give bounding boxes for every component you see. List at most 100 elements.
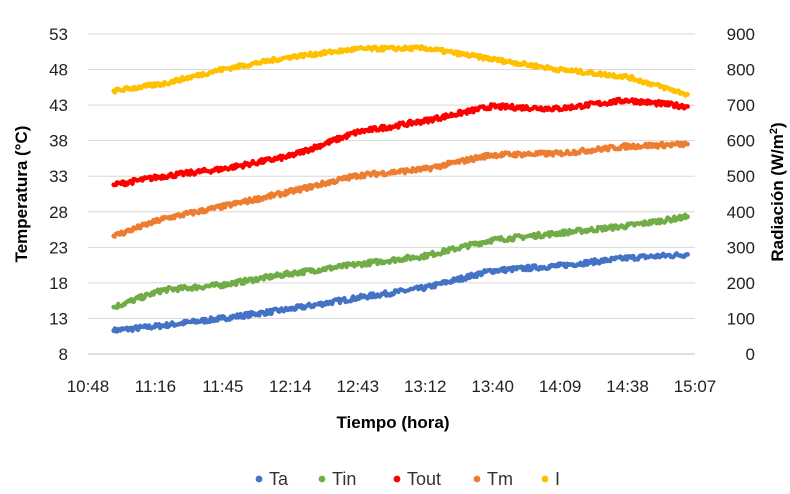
y-tick-label: 43 (49, 96, 68, 115)
data-point (556, 263, 562, 269)
legend-label: I (555, 469, 560, 489)
data-point (354, 262, 360, 267)
y-tick-label: 48 (49, 61, 68, 80)
x-tick-label: 10:48 (67, 377, 110, 396)
data-point (219, 316, 224, 321)
y-tick-label: 18 (49, 274, 68, 293)
x-tick-label: 11:16 (135, 377, 176, 396)
data-point (556, 106, 562, 112)
x-tick-label: 12:14 (269, 377, 312, 396)
legend-item-ta: Ta (255, 469, 289, 489)
legend-label: Tm (487, 469, 513, 489)
y2-axis-title: Radiación (W/m2) (768, 122, 787, 261)
data-point (160, 287, 166, 293)
data-point (111, 233, 117, 239)
data-point (287, 306, 292, 312)
data-point (111, 88, 117, 94)
legend-item-tin: Tin (318, 469, 356, 489)
legend: Ta Tin Tout Tm I (255, 469, 560, 489)
series-tm (111, 140, 690, 240)
data-point (111, 328, 117, 333)
data-point (422, 285, 428, 291)
x-tick-label: 15:07 (674, 377, 717, 396)
data-point (685, 141, 690, 147)
legend-item-tout: Tout (393, 469, 441, 489)
y2-tick-label: 800 (727, 61, 755, 80)
data-point (685, 214, 690, 220)
data-point (422, 166, 428, 172)
series-ta (111, 251, 690, 334)
legend-marker (541, 475, 549, 483)
y2-tick-label: 400 (727, 203, 755, 222)
data-point (219, 282, 224, 288)
y2-tick-label: 900 (727, 25, 755, 44)
data-point (488, 268, 494, 274)
data-point (624, 223, 629, 229)
legend-label: Ta (269, 469, 289, 489)
data-point (287, 189, 292, 195)
y2-tick-label: 500 (727, 167, 755, 186)
data-point (354, 129, 360, 135)
x-axis-title: Tiempo (hora) (336, 413, 449, 432)
x-axis-ticks: 10:48 11:16 11:45 12:14 12:43 13:12 13:40 14:09… (67, 377, 717, 396)
data-point (556, 230, 562, 236)
legend-item-tm: Tm (473, 469, 513, 489)
data-point (219, 67, 224, 72)
series-line (111, 251, 690, 334)
data-point (160, 173, 166, 179)
y2-axis-ticks: 0 100 200 300 400 500 600 700 800 900 (727, 25, 755, 364)
x-tick-label: 11:45 (202, 377, 243, 396)
legend-marker (393, 475, 401, 483)
y-axis-ticks: 8 13 18 23 28 33 38 43 48 53 (49, 25, 68, 364)
data-point (556, 151, 562, 156)
y-axis-title: Temperatura (°C) (12, 126, 31, 263)
data-point (624, 74, 629, 80)
data-point (354, 173, 360, 178)
legend-marker (473, 475, 481, 483)
series-line (111, 140, 690, 240)
data-point (488, 152, 494, 158)
data-point (287, 271, 292, 276)
series-line (112, 96, 690, 188)
data-point (488, 237, 494, 243)
y2-tick-label: 200 (727, 274, 755, 293)
data-point (354, 46, 360, 52)
data-point (160, 323, 166, 328)
y-tick-label: 23 (49, 238, 68, 257)
data-point (685, 252, 690, 257)
data-point (354, 295, 360, 301)
legend-label: Tin (332, 469, 356, 489)
data-point (422, 118, 428, 124)
series-tout (111, 96, 690, 188)
legend-marker (255, 475, 263, 483)
series-line (111, 44, 689, 98)
data-point (624, 144, 629, 149)
data-point (556, 67, 562, 72)
data-point (111, 182, 117, 188)
y2-tick-label: 0 (746, 345, 755, 364)
y-tick-label: 53 (49, 25, 68, 44)
y-tick-label: 38 (49, 132, 68, 151)
x-tick-label: 13:40 (471, 377, 514, 396)
series-line (112, 212, 689, 310)
y-tick-label: 33 (49, 167, 68, 186)
legend-label: Tout (407, 469, 441, 489)
data-point (685, 92, 690, 97)
y-tick-label: 8 (59, 345, 68, 364)
data-point (422, 45, 428, 51)
data-point (624, 97, 629, 103)
series-layer (111, 44, 690, 334)
x-tick-label: 13:12 (404, 377, 447, 396)
x-tick-label: 14:09 (539, 377, 582, 396)
data-point (488, 104, 494, 109)
data-point (160, 81, 166, 87)
data-point (624, 255, 629, 261)
data-point (219, 204, 224, 210)
data-point (287, 54, 292, 60)
data-point (488, 56, 494, 62)
legend-item-i: I (541, 469, 560, 489)
data-point (287, 153, 292, 159)
y-tick-label: 13 (49, 309, 68, 328)
legend-marker (318, 475, 326, 483)
